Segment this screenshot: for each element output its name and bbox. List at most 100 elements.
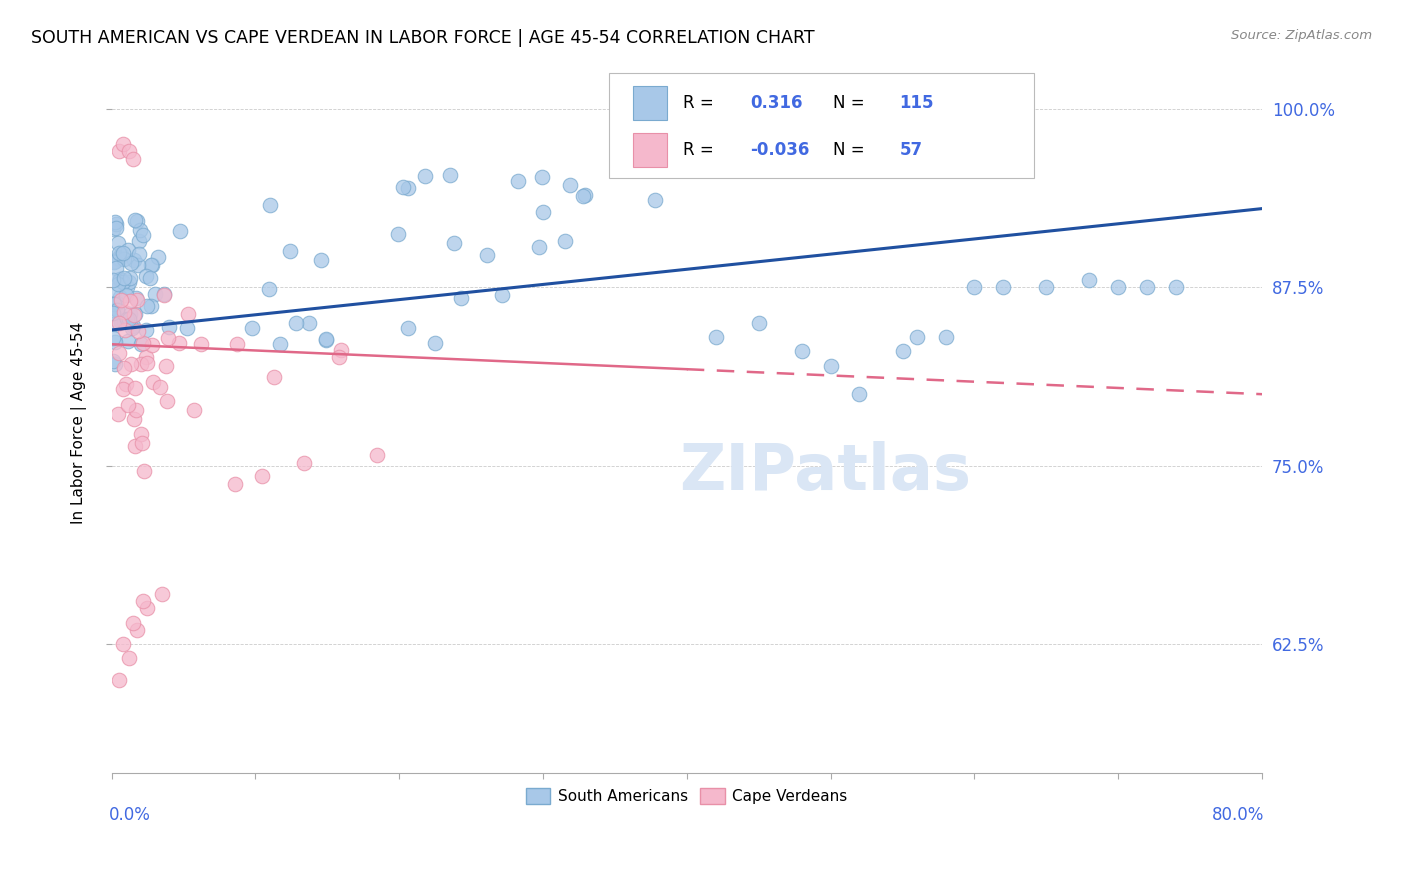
Point xyxy=(152,286,174,301)
Point xyxy=(127,623,149,637)
Point xyxy=(107,145,129,159)
Point xyxy=(439,169,461,183)
Point xyxy=(108,316,131,330)
Point xyxy=(157,319,180,334)
Text: -0.036: -0.036 xyxy=(749,141,810,159)
Text: N =: N = xyxy=(832,141,870,159)
Y-axis label: In Labor Force | Age 45-54: In Labor Force | Age 45-54 xyxy=(72,322,87,524)
Point xyxy=(117,398,139,412)
Point xyxy=(125,214,148,228)
Point xyxy=(508,174,530,188)
Point xyxy=(141,338,163,352)
Point xyxy=(136,300,159,314)
Point xyxy=(139,300,162,314)
Point xyxy=(124,439,146,453)
Point xyxy=(118,271,141,285)
Point xyxy=(104,357,127,371)
Point xyxy=(423,336,446,351)
Point xyxy=(107,345,129,359)
Point xyxy=(139,271,162,285)
Point xyxy=(107,235,129,250)
Point xyxy=(131,228,153,243)
Point xyxy=(554,234,576,248)
Point xyxy=(572,189,595,203)
Bar xyxy=(633,86,668,120)
Point xyxy=(125,291,148,305)
Point xyxy=(157,331,180,345)
Point xyxy=(285,316,308,330)
Point xyxy=(132,464,155,478)
Point xyxy=(128,234,150,248)
Point xyxy=(269,337,291,351)
Text: 115: 115 xyxy=(900,94,934,112)
Point xyxy=(366,448,388,462)
Point xyxy=(134,350,156,364)
Point xyxy=(122,252,145,267)
Point xyxy=(298,316,321,330)
Point xyxy=(531,205,554,219)
Point xyxy=(112,360,135,375)
Point xyxy=(117,243,139,257)
Point xyxy=(891,344,914,359)
Point xyxy=(124,213,146,227)
Point xyxy=(104,260,127,275)
Point xyxy=(122,152,145,166)
Point xyxy=(101,222,124,236)
Point xyxy=(225,336,247,351)
Point xyxy=(122,615,145,630)
Point xyxy=(315,332,337,346)
Point xyxy=(120,256,142,270)
Point xyxy=(101,330,124,344)
Point xyxy=(121,320,143,334)
Point xyxy=(115,287,138,301)
Point xyxy=(122,318,145,333)
Point xyxy=(112,637,135,651)
Point xyxy=(107,252,129,267)
Point xyxy=(991,280,1014,294)
Point xyxy=(392,180,415,194)
Point xyxy=(748,316,770,330)
Point xyxy=(104,283,127,297)
Point xyxy=(104,221,127,235)
Point xyxy=(153,288,176,302)
Point xyxy=(117,334,139,349)
Point xyxy=(963,280,986,294)
Point xyxy=(129,336,152,351)
Point xyxy=(105,296,128,310)
Point xyxy=(1035,280,1057,294)
Point xyxy=(127,324,149,338)
Point xyxy=(107,252,129,266)
Point xyxy=(118,276,141,290)
Legend: South Americans, Cape Verdeans: South Americans, Cape Verdeans xyxy=(520,782,853,810)
Point xyxy=(104,334,127,349)
Point xyxy=(155,359,177,373)
Point xyxy=(1164,280,1187,294)
Point xyxy=(107,277,129,291)
Point xyxy=(112,137,135,152)
Point xyxy=(105,302,128,317)
FancyBboxPatch shape xyxy=(609,73,1035,178)
Point xyxy=(177,307,200,321)
Point xyxy=(105,303,128,318)
Point xyxy=(935,330,957,344)
Point xyxy=(240,321,263,335)
Point xyxy=(112,252,135,267)
Point xyxy=(110,246,132,260)
Text: ZIPatlas: ZIPatlas xyxy=(679,441,972,503)
Point xyxy=(330,343,353,357)
Point xyxy=(108,245,131,260)
Point xyxy=(107,673,129,687)
Point xyxy=(101,273,124,287)
Point xyxy=(115,377,138,392)
Point xyxy=(176,320,198,334)
Point xyxy=(104,215,127,229)
Point xyxy=(128,246,150,260)
Point xyxy=(117,279,139,293)
Point xyxy=(115,311,138,326)
Point xyxy=(110,293,132,307)
Point xyxy=(149,380,172,394)
Point xyxy=(135,323,157,337)
Point xyxy=(118,145,141,159)
Point xyxy=(132,594,155,608)
Point xyxy=(167,336,190,351)
